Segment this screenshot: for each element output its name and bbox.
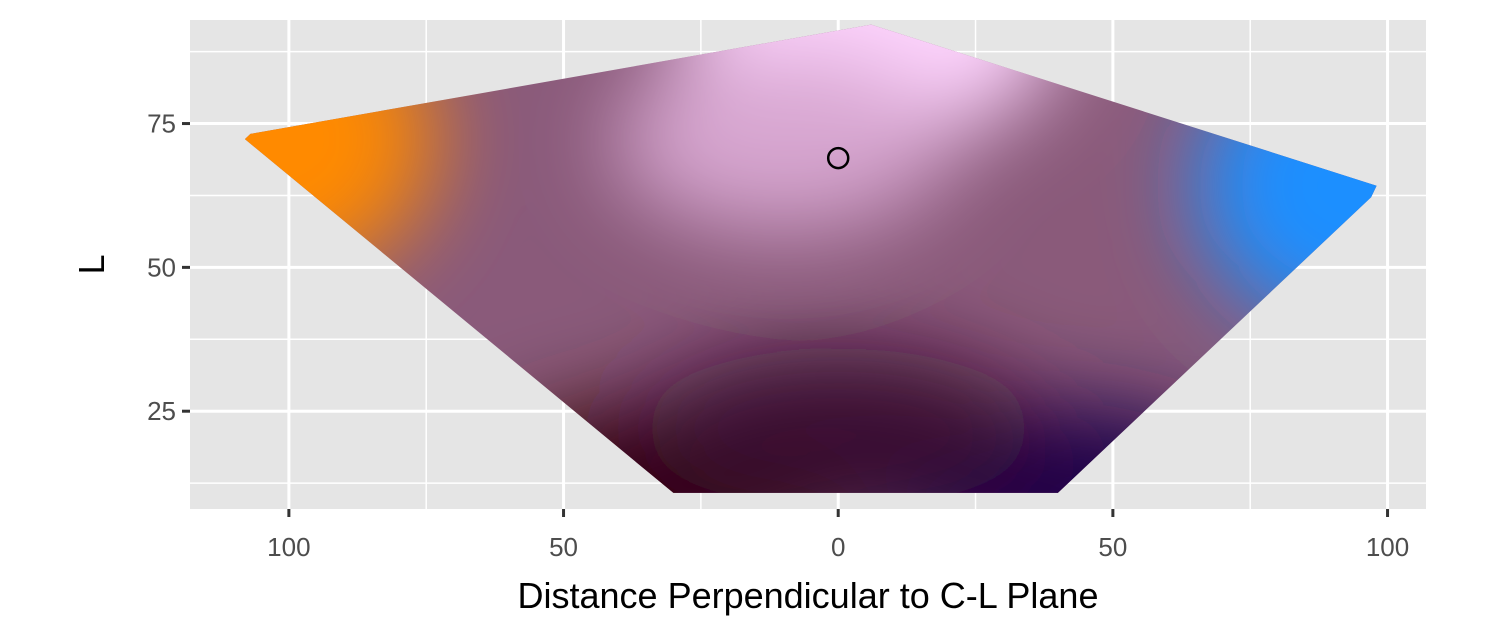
x-axis-title: Distance Perpendicular to C-L Plane [518, 575, 1099, 616]
y-axis-title: L [71, 254, 112, 274]
marker-layer [826, 146, 850, 170]
x-tick-label: 0 [831, 532, 845, 562]
x-tick-label: 100 [1366, 532, 1409, 562]
x-axis: 100 50 0 50 100 [267, 509, 1409, 562]
x-tick-label: 100 [267, 532, 310, 562]
reference-point-marker [826, 146, 850, 170]
gamut-color-blob [613, 50, 954, 231]
y-tick-label: 75 [147, 109, 176, 139]
y-axis: 25 50 75 [147, 109, 190, 426]
x-tick-label: 50 [1098, 532, 1127, 562]
y-tick-label: 25 [147, 396, 176, 426]
x-tick-label: 50 [549, 532, 578, 562]
y-tick-label: 50 [147, 252, 176, 282]
gamut-color-blob [638, 348, 1039, 493]
